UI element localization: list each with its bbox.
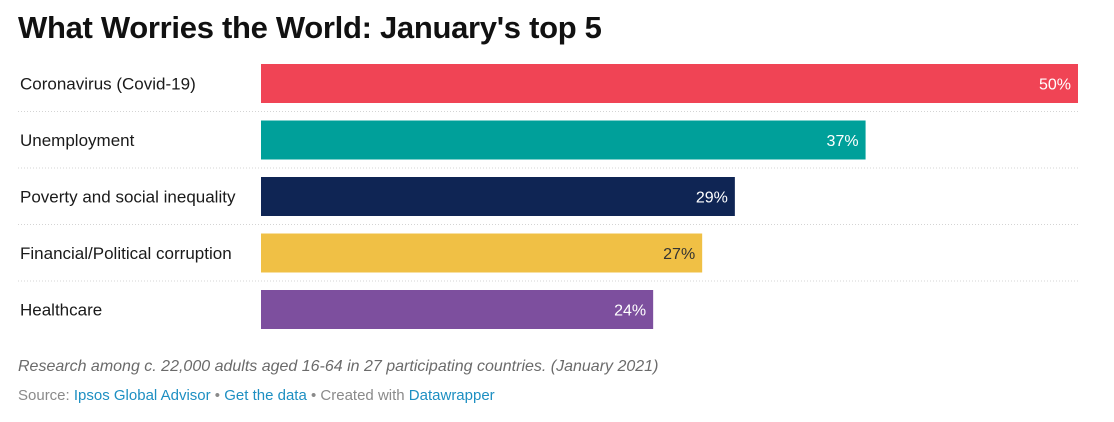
source-link[interactable]: Ipsos Global Advisor bbox=[73, 387, 211, 404]
source-prefix: Source: bbox=[18, 387, 70, 404]
bar bbox=[261, 290, 654, 329]
value-label: 29% bbox=[696, 190, 728, 207]
footer-separator: • bbox=[214, 387, 221, 404]
chart-title: What Worries the World: January's top 5 bbox=[18, 10, 602, 45]
bar bbox=[261, 64, 1078, 103]
category-label: Coronavirus (Covid-19) bbox=[20, 75, 196, 94]
chart-footer: Source: Ipsos Global Advisor • Get the d… bbox=[18, 387, 495, 404]
category-label: Financial/Political corruption bbox=[20, 244, 232, 263]
category-label: Healthcare bbox=[20, 301, 102, 320]
bar bbox=[261, 233, 703, 273]
chart-notes: Research among c. 22,000 adults aged 16-… bbox=[18, 358, 659, 375]
bar-chart: Coronavirus (Covid-19) 50% Unemployment 37%… bbox=[18, 64, 1078, 329]
get-data-link[interactable]: Get the data bbox=[224, 387, 307, 404]
footer-separator: • bbox=[310, 387, 317, 404]
datawrapper-link[interactable]: Datawrapper bbox=[408, 387, 495, 404]
category-label: Unemployment bbox=[20, 131, 135, 150]
category-label: Poverty and social inequality bbox=[20, 188, 236, 207]
value-label: 27% bbox=[663, 246, 695, 263]
created-with-text: Created with bbox=[320, 387, 405, 404]
bar bbox=[261, 120, 866, 160]
value-label: 37% bbox=[827, 133, 859, 150]
bar bbox=[261, 177, 735, 216]
value-label: 24% bbox=[614, 303, 646, 320]
value-label: 50% bbox=[1039, 77, 1071, 94]
